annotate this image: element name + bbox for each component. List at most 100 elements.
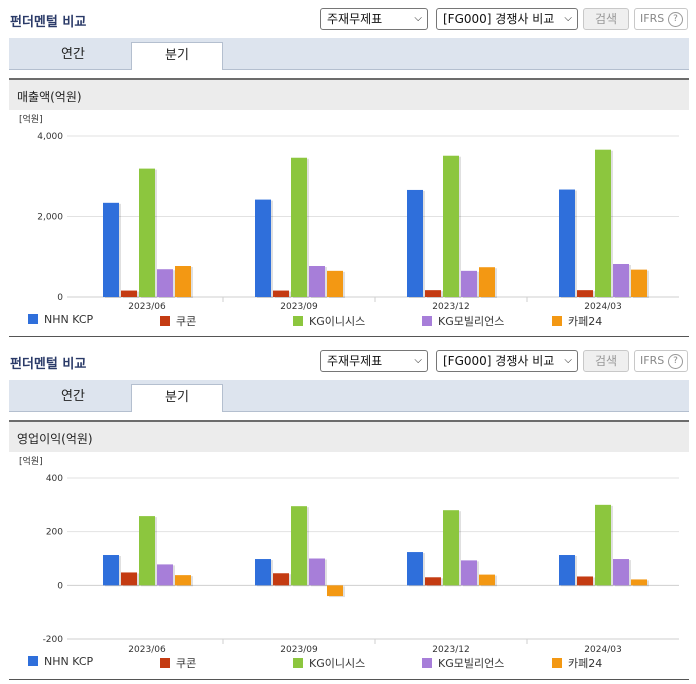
bar-카페24[interactable] <box>175 575 191 586</box>
bar-kg이니시스[interactable] <box>595 504 611 586</box>
y-unit-label: [억원] <box>19 455 43 467</box>
legend-item[interactable]: KG이니시스 <box>293 655 365 671</box>
bar-kg모빌리언스[interactable] <box>157 269 173 297</box>
bar-쿠콘[interactable] <box>273 573 289 586</box>
ifrs-toggle[interactable]: IFRS ? <box>634 350 688 372</box>
bar-kg이니시스[interactable] <box>139 516 155 586</box>
legend-swatch <box>293 316 303 326</box>
bar-kg이니시스[interactable] <box>595 149 611 297</box>
bar-카페24[interactable] <box>631 269 647 297</box>
statement-select[interactable]: 주재무제표 ⌵ <box>320 8 428 30</box>
peer-group-select[interactable]: [FG000] 경쟁사 비교 ⌵ <box>436 350 578 372</box>
bar-kg모빌리언스[interactable] <box>309 558 325 586</box>
legend-item[interactable]: KG모빌리언스 <box>422 313 504 329</box>
bar-쿠콘[interactable] <box>577 576 593 586</box>
x-tick-label: 2023/12 <box>432 302 469 312</box>
bar-카페24[interactable] <box>327 585 343 597</box>
legend-item[interactable]: NHN KCP <box>28 313 93 326</box>
legend-label: 카페24 <box>568 315 603 328</box>
bar-카페24[interactable] <box>631 579 647 586</box>
chevron-down-icon: ⌵ <box>564 355 572 366</box>
statement-select[interactable]: 주재무제표 ⌵ <box>320 350 428 372</box>
legend-label: KG모빌리언스 <box>438 315 505 328</box>
bar-nhn-kcp[interactable] <box>255 559 271 586</box>
legend-item[interactable]: 쿠콘 <box>160 655 196 671</box>
legend-item[interactable]: 카페24 <box>552 313 602 329</box>
bar-쿠콘[interactable] <box>121 290 137 297</box>
bar-nhn-kcp[interactable] <box>407 552 423 586</box>
tab-annual[interactable]: 연간 <box>61 47 85 62</box>
search-button[interactable]: 검색 <box>583 8 629 30</box>
y-unit-label: [억원] <box>19 113 43 125</box>
ifrs-label: IFRS <box>640 354 665 367</box>
bar-쿠콘[interactable] <box>121 572 137 586</box>
peer-group-select[interactable]: [FG000] 경쟁사 비교 ⌵ <box>436 8 578 30</box>
chevron-down-icon: ⌵ <box>414 355 422 366</box>
bar-kg모빌리언스[interactable] <box>613 559 629 586</box>
bar-nhn-kcp[interactable] <box>103 555 119 586</box>
tab-annual[interactable]: 연간 <box>61 389 85 404</box>
bar-쿠콘[interactable] <box>577 290 593 297</box>
legend-label: KG이니시스 <box>309 315 366 328</box>
bar-쿠콘[interactable] <box>273 290 289 297</box>
bar-카페24[interactable] <box>175 266 191 297</box>
fundamental-panel-revenue: 펀더멘털 비교 주재무제표 ⌵ [FG000] 경쟁사 비교 ⌵ 검색 IFRS… <box>9 8 689 337</box>
tab-quarterly[interactable]: 분기 <box>131 384 223 412</box>
section-header: 영업이익(억원) <box>9 420 689 452</box>
bar-카페24[interactable] <box>327 270 343 297</box>
section-header: 매출액(억원) <box>9 78 689 110</box>
x-tick-label: 2023/09 <box>280 645 318 655</box>
bar-카페24[interactable] <box>479 574 495 586</box>
legend-swatch <box>293 658 303 668</box>
search-button[interactable]: 검색 <box>583 350 629 372</box>
section-title: 매출액(억원) <box>17 90 82 104</box>
bar-nhn-kcp[interactable] <box>407 189 423 297</box>
legend-item[interactable]: NHN KCP <box>28 655 93 668</box>
bar-kg모빌리언스[interactable] <box>157 564 173 586</box>
bar-kg이니시스[interactable] <box>443 155 459 297</box>
statement-select-value: 주재무제표 <box>327 12 383 26</box>
legend-swatch <box>160 316 170 326</box>
bar-kg이니시스[interactable] <box>139 168 155 297</box>
bar-kg이니시스[interactable] <box>291 506 307 586</box>
bar-쿠콘[interactable] <box>425 577 441 586</box>
bar-kg이니시스[interactable] <box>443 510 459 586</box>
y-tick-label: 200 <box>46 528 63 538</box>
x-tick-label: 2024/03 <box>584 302 621 312</box>
tab-quarterly[interactable]: 분기 <box>131 42 223 70</box>
x-tick-label: 2023/06 <box>128 302 166 312</box>
bar-kg모빌리언스[interactable] <box>461 560 477 586</box>
legend-item[interactable]: KG이니시스 <box>293 313 365 329</box>
bar-kg이니시스[interactable] <box>291 157 307 297</box>
bar-kg모빌리언스[interactable] <box>461 270 477 297</box>
help-icon[interactable]: ? <box>668 12 683 27</box>
x-tick-label: 2023/12 <box>432 645 469 655</box>
legend-label: KG이니시스 <box>309 657 366 670</box>
legend-item[interactable]: 쿠콘 <box>160 313 196 329</box>
ifrs-toggle[interactable]: IFRS ? <box>634 8 688 30</box>
panel-header: 펀더멘털 비교 주재무제표 ⌵ [FG000] 경쟁사 비교 ⌵ 검색 IFRS… <box>0 342 696 378</box>
bar-nhn-kcp[interactable] <box>103 202 119 297</box>
y-tick-label: 4,000 <box>37 132 63 142</box>
bar-nhn-kcp[interactable] <box>255 199 271 297</box>
legend-item[interactable]: 카페24 <box>552 655 602 671</box>
bar-카페24[interactable] <box>479 267 495 297</box>
bar-쿠콘[interactable] <box>425 290 441 297</box>
bar-kg모빌리언스[interactable] <box>613 263 629 297</box>
bar-nhn-kcp[interactable] <box>559 555 575 586</box>
legend-swatch <box>422 658 432 668</box>
legend-item[interactable]: KG모빌리언스 <box>422 655 504 671</box>
peer-group-select-value: [FG000] 경쟁사 비교 <box>443 354 555 368</box>
revenue-bar-chart: [억원] 0 2,000 4,000 2023/06 2023/09 2023/12 2024… <box>19 113 679 312</box>
y-tick-label: 0 <box>57 293 63 303</box>
period-tabs: 연간 분기 <box>9 380 689 412</box>
divider <box>9 679 689 680</box>
peer-group-select-value: [FG000] 경쟁사 비교 <box>443 12 555 26</box>
legend-swatch <box>552 658 562 668</box>
divider <box>9 336 689 337</box>
help-icon[interactable]: ? <box>668 354 683 369</box>
legend-label: 쿠콘 <box>176 657 197 670</box>
bar-kg모빌리언스[interactable] <box>309 266 325 297</box>
legend-swatch <box>28 314 38 324</box>
bar-nhn-kcp[interactable] <box>559 189 575 297</box>
